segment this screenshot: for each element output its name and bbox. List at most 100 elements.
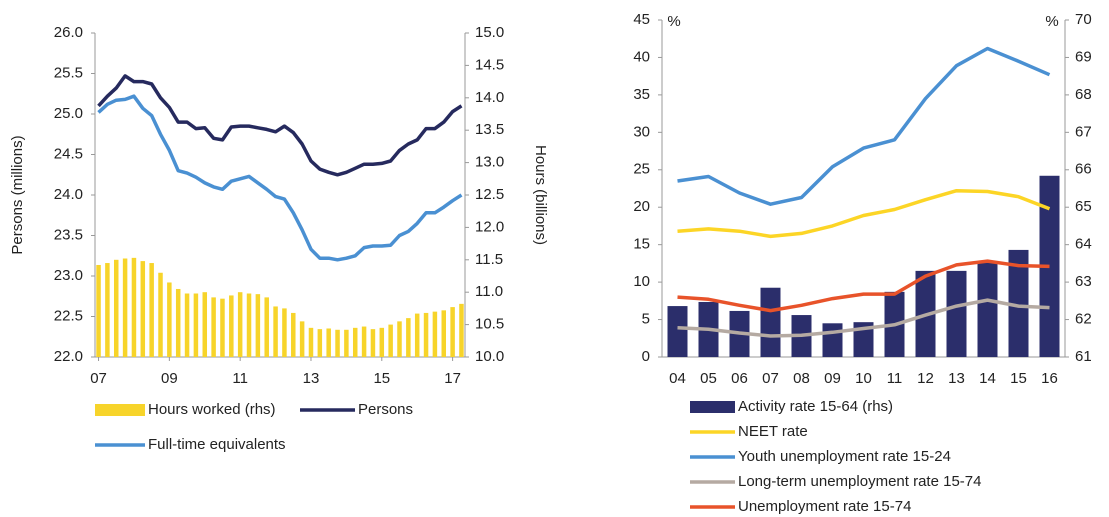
y2-tick-label: 70 xyxy=(1075,11,1092,28)
bar xyxy=(977,261,998,357)
y-tick-label: 35 xyxy=(633,86,650,103)
y-tick-label: 22.5 xyxy=(54,307,83,324)
bar xyxy=(853,322,874,357)
bar xyxy=(167,282,172,357)
y-tick-label: 24.0 xyxy=(54,186,83,203)
x-tick-label: 09 xyxy=(161,370,178,387)
y-tick-label: 0 xyxy=(642,348,650,365)
bar xyxy=(131,257,137,357)
legend-swatch xyxy=(690,401,735,413)
bar xyxy=(423,312,429,357)
x-tick-label: 09 xyxy=(824,370,841,387)
x-tick-label: 07 xyxy=(90,370,107,387)
bar xyxy=(96,264,101,357)
x-tick-label: 06 xyxy=(731,370,748,387)
x-tick-label: 05 xyxy=(700,370,717,387)
x-tick-label: 14 xyxy=(979,370,996,387)
bar xyxy=(441,310,447,357)
series-line xyxy=(677,188,1051,239)
y2-axis-title: % xyxy=(1045,13,1058,30)
y2-tick-label: 61 xyxy=(1075,348,1092,365)
bar xyxy=(175,288,181,357)
y2-tick-label: 13.5 xyxy=(475,121,504,138)
y2-tick-label: 63 xyxy=(1075,273,1092,290)
bar xyxy=(193,293,199,357)
y-tick-label: 25.0 xyxy=(54,105,83,122)
legend-label: Hours worked (rhs) xyxy=(148,401,276,418)
bar xyxy=(113,259,119,357)
y-tick-label: 40 xyxy=(633,48,650,65)
bar xyxy=(282,308,287,357)
bar xyxy=(184,293,190,357)
bar xyxy=(122,258,128,357)
bar xyxy=(291,312,296,357)
legend-label: Long-term unemployment rate 15-74 xyxy=(738,473,981,490)
x-tick-label: 08 xyxy=(793,370,810,387)
bar xyxy=(344,329,349,357)
y2-tick-label: 15.0 xyxy=(475,24,504,41)
y2-tick-label: 67 xyxy=(1075,123,1092,140)
bar xyxy=(450,307,455,357)
y-tick-label: 15 xyxy=(633,236,650,253)
y-tick-label: 5 xyxy=(642,311,650,328)
bar xyxy=(255,294,261,357)
bar xyxy=(105,263,110,357)
bar xyxy=(379,327,385,357)
bar xyxy=(211,297,216,357)
bar xyxy=(406,318,411,357)
bar xyxy=(335,329,340,357)
x-tick-label: 13 xyxy=(303,370,320,387)
x-tick-label: 13 xyxy=(948,370,965,387)
bar xyxy=(308,327,314,357)
y2-tick-label: 10.0 xyxy=(475,348,504,365)
y-tick-label: 24.5 xyxy=(54,145,83,162)
bar xyxy=(237,292,243,357)
y-tick-label: 23.0 xyxy=(54,267,83,284)
bar xyxy=(352,327,358,357)
x-tick-label: 11 xyxy=(232,370,248,387)
bar xyxy=(459,303,464,357)
legend-label: NEET rate xyxy=(738,423,808,440)
series-line xyxy=(677,298,1050,338)
legend-label: Youth unemployment rate 15-24 xyxy=(738,448,951,465)
y-tick-label: 23.5 xyxy=(54,226,83,243)
y-tick-label: 25.5 xyxy=(54,64,83,81)
bar xyxy=(317,329,323,357)
y-axis-title: Persons (millions) xyxy=(9,135,26,254)
y2-tick-label: 66 xyxy=(1075,161,1092,178)
bar xyxy=(760,287,781,357)
bar xyxy=(202,292,208,357)
y2-tick-label: 69 xyxy=(1075,48,1092,65)
bar xyxy=(299,321,305,357)
bar xyxy=(273,306,278,357)
bar xyxy=(370,329,376,357)
series-line xyxy=(677,259,1050,313)
bar xyxy=(229,295,234,357)
series-line xyxy=(97,74,463,177)
y2-tick-label: 10.5 xyxy=(475,316,504,333)
y-tick-label: 45 xyxy=(633,11,650,28)
x-tick-label: 12 xyxy=(917,370,934,387)
y-tick-label: 20 xyxy=(633,198,650,215)
y2-tick-label: 14.5 xyxy=(475,56,504,73)
bar xyxy=(246,293,252,357)
bar xyxy=(388,324,393,357)
y2-tick-label: 12.0 xyxy=(475,218,504,235)
y2-tick-label: 64 xyxy=(1075,236,1092,253)
bar xyxy=(220,298,225,357)
x-tick-label: 15 xyxy=(1010,370,1027,387)
bar xyxy=(149,263,154,357)
legend-label: Persons xyxy=(358,401,413,418)
y2-tick-label: 68 xyxy=(1075,86,1092,103)
y-tick-label: 10 xyxy=(633,273,650,290)
y-tick-label: 30 xyxy=(633,123,650,140)
x-tick-label: 17 xyxy=(444,370,461,387)
bar xyxy=(361,326,367,357)
legend-label: Unemployment rate 15-74 xyxy=(738,498,911,515)
x-tick-label: 16 xyxy=(1041,370,1058,387)
bar xyxy=(1008,249,1029,357)
y2-tick-label: 14.0 xyxy=(475,89,504,106)
bar xyxy=(946,270,967,357)
y2-tick-label: 62 xyxy=(1075,311,1092,328)
